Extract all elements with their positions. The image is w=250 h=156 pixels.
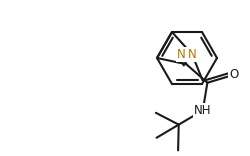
Text: O: O [230,68,239,81]
Text: N: N [177,48,186,61]
Text: N: N [188,48,196,61]
Text: NH: NH [194,104,212,117]
